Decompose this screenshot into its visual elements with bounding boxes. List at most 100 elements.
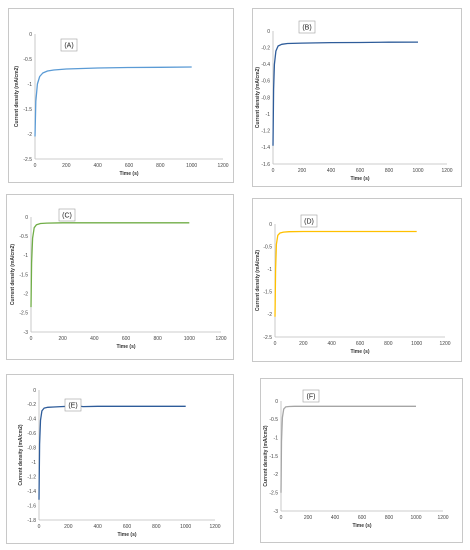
y-tick-label: -0.5 bbox=[263, 244, 272, 250]
y-tick-label: -1.5 bbox=[19, 272, 28, 278]
y-tick-label: -0.8 bbox=[261, 95, 270, 101]
x-tick-label: 0 bbox=[272, 168, 275, 174]
y-tick-label: -0.5 bbox=[19, 234, 28, 240]
chart-svg-a: 0 200 400 600 800 1000 1200 0 -0.5 -1 -1.5 -2 -2.5 Ti… bbox=[14, 32, 229, 177]
y-tick-label: -0.8 bbox=[27, 446, 36, 452]
y-tick-label: -3 bbox=[274, 509, 279, 515]
x-tick-label: 1000 bbox=[180, 524, 191, 530]
y-tick-label: 0 bbox=[33, 388, 36, 394]
y-tick-label: -2 bbox=[268, 312, 273, 318]
x-axis-title: Time (s) bbox=[350, 349, 369, 355]
x-tick-label: 800 bbox=[385, 168, 394, 174]
chart-svg-d: 0 200 400 600 800 1000 1200 0 -0.5 -1 -1.5 -2 -2.5 Ti… bbox=[255, 214, 451, 355]
x-tick-label: 0 bbox=[30, 336, 33, 342]
y-tick-label: -1 bbox=[268, 267, 273, 273]
panel-label-box bbox=[302, 389, 320, 403]
x-tick-label: 600 bbox=[123, 524, 132, 530]
chart-panel-c: 0 200 400 600 800 1000 1200 0 -0.5 -1 -1.5 -2 -2.5 -3… bbox=[6, 194, 234, 360]
y-tick-label: -1.5 bbox=[23, 107, 32, 113]
chart-panel-d: 0 200 400 600 800 1000 1200 0 -0.5 -1 -1.5 -2 -2.5 Ti… bbox=[252, 198, 462, 362]
y-tick-label: -2 bbox=[24, 291, 29, 297]
x-tick-label: 600 bbox=[356, 168, 365, 174]
x-tick-label: 600 bbox=[356, 341, 365, 347]
x-tick-label: 800 bbox=[152, 524, 161, 530]
y-tick-label: -0.2 bbox=[27, 402, 36, 408]
x-tick-label: 400 bbox=[327, 341, 336, 347]
x-tick-label: 0 bbox=[274, 341, 277, 347]
y-tick-label: -1.2 bbox=[261, 129, 270, 135]
x-tick-label: 1000 bbox=[410, 515, 421, 521]
y-axis-title: Current density (mA/cm2) bbox=[14, 66, 20, 127]
y-tick-label: -1.5 bbox=[263, 290, 272, 296]
y-tick-label: -1.6 bbox=[261, 162, 270, 168]
y-tick-label: -0.5 bbox=[269, 417, 278, 423]
chart-panel-a: 0 200 400 600 800 1000 1200 0 -0.5 -1 -1.5 -2 -2.5 Ti… bbox=[8, 8, 234, 183]
x-tick-label: 200 bbox=[64, 524, 73, 530]
x-tick-label: 1000 bbox=[186, 163, 197, 169]
x-tick-label: 0 bbox=[34, 163, 37, 169]
series-line bbox=[272, 41, 419, 146]
x-tick-label: 1000 bbox=[412, 168, 423, 174]
y-axis-title: Current density (mA/cm2) bbox=[18, 424, 24, 485]
y-tick-label: -0.6 bbox=[261, 79, 270, 85]
y-axis-title: Current density (mA/cm2) bbox=[255, 250, 261, 311]
x-tick-label: 200 bbox=[58, 336, 67, 342]
y-tick-label: 0 bbox=[267, 29, 270, 35]
y-tick-label: -1 bbox=[274, 435, 279, 441]
x-tick-label: 400 bbox=[90, 336, 99, 342]
y-tick-label: -1 bbox=[28, 82, 33, 88]
y-tick-label: -0.6 bbox=[27, 431, 36, 437]
x-tick-label: 0 bbox=[38, 524, 41, 530]
y-tick-label: -2 bbox=[28, 132, 33, 138]
y-axis-title: Current density (mA/cm2) bbox=[263, 425, 269, 486]
chart-svg-c: 0 200 400 600 800 1000 1200 0 -0.5 -1 -1.5 -2 -2.5 -3… bbox=[10, 208, 227, 350]
x-tick-label: 1200 bbox=[209, 524, 220, 530]
x-tick-label: 400 bbox=[93, 163, 102, 169]
panel-label: (D) bbox=[304, 219, 314, 226]
x-tick-label: 1200 bbox=[215, 336, 226, 342]
y-tick-label: -2.5 bbox=[269, 490, 278, 496]
chart-panel-b: 0 200 400 600 800 1000 1200 0 -0.2 -0.4 -0.6 -0.8 -1… bbox=[252, 8, 462, 187]
x-tick-label: 800 bbox=[384, 341, 393, 347]
panel-label: (F) bbox=[307, 394, 316, 401]
y-tick-label: -0.5 bbox=[23, 57, 32, 63]
panel-label: (B) bbox=[302, 25, 311, 32]
panel-label-box bbox=[64, 398, 82, 412]
chart-panel-f: 0 200 400 600 800 1000 1200 0 -0.5 -1 -1.5 -2 -2.5 -3… bbox=[260, 378, 463, 543]
y-tick-label: -3 bbox=[24, 330, 29, 336]
y-tick-label: -2.5 bbox=[19, 311, 28, 317]
y-tick-label: -1.8 bbox=[27, 518, 36, 524]
x-tick-label: 600 bbox=[125, 163, 134, 169]
x-tick-label: 1200 bbox=[439, 341, 450, 347]
x-tick-label: 800 bbox=[385, 515, 394, 521]
series-line bbox=[30, 222, 190, 308]
x-tick-label: 200 bbox=[62, 163, 71, 169]
y-tick-label: 0 bbox=[275, 399, 278, 405]
y-tick-label: -1 bbox=[266, 112, 271, 118]
chart-svg-e: 0 200 400 600 800 1000 1200 0 -0.2 -0.4 -0.6 -0.8 -1… bbox=[18, 388, 221, 538]
series-line bbox=[38, 404, 186, 500]
x-tick-label: 1200 bbox=[217, 163, 228, 169]
y-tick-label: -2.5 bbox=[23, 157, 32, 163]
x-tick-label: 200 bbox=[304, 515, 313, 521]
x-tick-label: 400 bbox=[327, 168, 336, 174]
y-tick-label: -1 bbox=[32, 460, 37, 466]
panel-label-box bbox=[300, 214, 318, 228]
x-tick-label: 400 bbox=[331, 515, 340, 521]
y-tick-label: -1.2 bbox=[27, 474, 36, 480]
x-tick-label: 1000 bbox=[411, 341, 422, 347]
chart-svg-b: 0 200 400 600 800 1000 1200 0 -0.2 -0.4 -0.6 -0.8 -1… bbox=[255, 20, 453, 182]
x-axis-title: Time (s) bbox=[119, 171, 138, 177]
y-tick-label: -0.4 bbox=[261, 62, 270, 68]
chart-svg-f: 0 200 400 600 800 1000 1200 0 -0.5 -1 -1.5 -2 -2.5 -3… bbox=[263, 389, 449, 529]
y-tick-label: 0 bbox=[269, 222, 272, 228]
y-tick-label: -2 bbox=[274, 472, 279, 478]
panel-label-box bbox=[58, 208, 76, 222]
panel-label: (A) bbox=[64, 43, 73, 50]
y-tick-label: -1.4 bbox=[261, 145, 270, 151]
y-tick-label: -0.4 bbox=[27, 417, 36, 423]
panel-label: (E) bbox=[68, 403, 77, 410]
y-tick-label: 0 bbox=[25, 215, 28, 221]
x-tick-label: 1000 bbox=[184, 336, 195, 342]
x-tick-label: 400 bbox=[93, 524, 102, 530]
